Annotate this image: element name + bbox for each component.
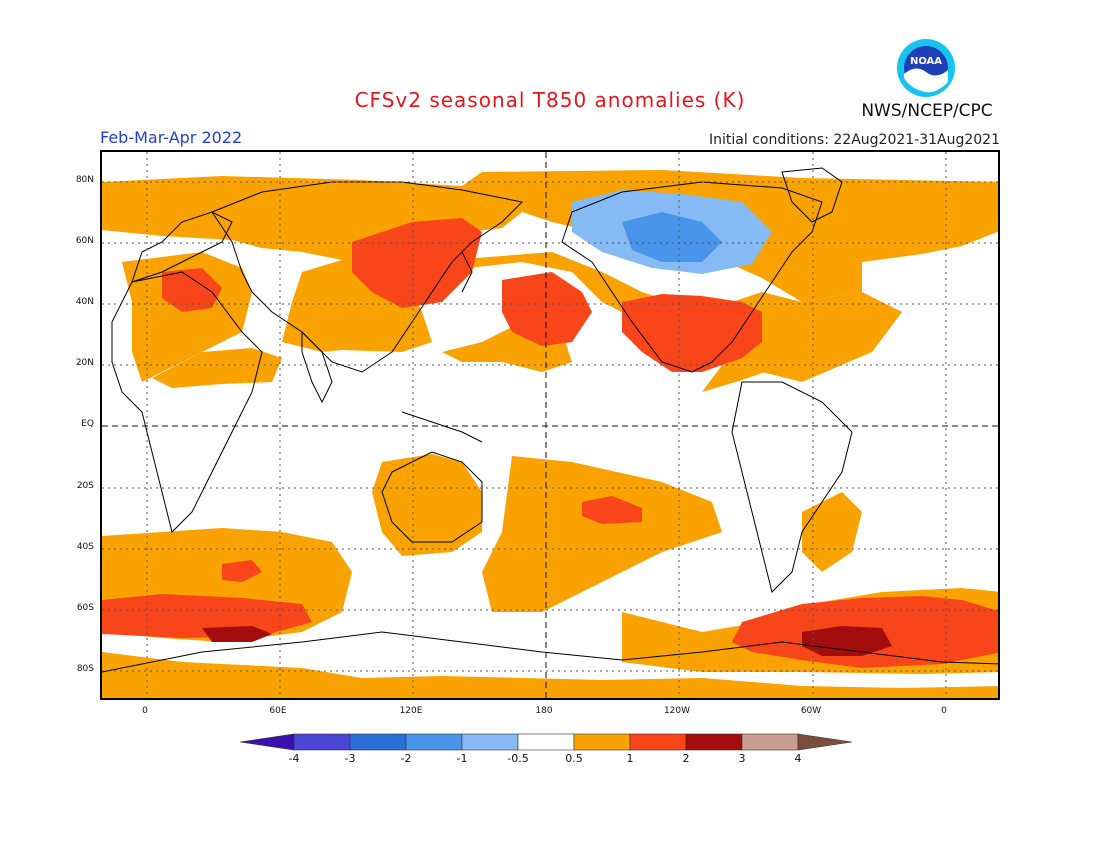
lat-label: 60N xyxy=(75,236,94,246)
colorbar-swatch xyxy=(293,733,351,751)
agency-label: NWS/NCEP/CPC xyxy=(861,101,993,121)
chart-title: CFSv2 seasonal T850 anomalies (K) xyxy=(354,88,746,112)
lat-label: 20S xyxy=(76,481,94,491)
colorbar-swatch-min xyxy=(239,733,295,751)
colorbar-swatch xyxy=(741,733,799,751)
lon-label: 180 xyxy=(535,706,553,716)
anomaly-band-negative xyxy=(572,190,772,274)
initial-conditions-label: Initial conditions: 22Aug2021-31Aug2021 xyxy=(709,132,1000,148)
colorbar-label: -1 xyxy=(456,752,468,765)
anomaly-band-0.5-1 xyxy=(102,170,998,698)
anomaly-band-2-3 xyxy=(202,626,892,656)
colorbar-label: 1 xyxy=(626,752,634,765)
lat-label: 60S xyxy=(76,603,94,613)
colorbar-swatch xyxy=(349,733,407,751)
colorbar-swatch-max xyxy=(797,733,853,751)
colorbar-label: 4 xyxy=(794,752,802,765)
lon-label: 120E xyxy=(399,706,423,716)
colorbar-swatch xyxy=(461,733,519,751)
forecast-period-label: Feb-Mar-Apr 2022 xyxy=(100,128,243,147)
lon-label: 60W xyxy=(800,706,822,716)
lon-label: 0 xyxy=(142,706,148,716)
lat-label: 40S xyxy=(76,542,94,552)
lat-label: 40N xyxy=(75,297,94,307)
coastlines xyxy=(102,167,998,673)
colorbar-swatch xyxy=(685,733,743,751)
lat-label: EQ xyxy=(81,419,94,429)
noaa-logo-text: NOAA xyxy=(910,56,942,67)
colorbar-label: -4 xyxy=(288,752,300,765)
lat-lon-grid xyxy=(102,152,998,698)
lon-label: 120W xyxy=(663,706,691,716)
colorbar-label: -3 xyxy=(344,752,356,765)
colorbar-swatch xyxy=(573,733,631,751)
anomaly-map-canvas xyxy=(102,152,998,698)
lon-label: 60E xyxy=(269,706,287,716)
colorbar-label: -0.5 xyxy=(507,752,529,765)
noaa-logo-icon: NOAA xyxy=(897,39,955,97)
colorbar xyxy=(239,733,853,751)
colorbar-label: 3 xyxy=(738,752,746,765)
lat-label: 80N xyxy=(75,175,94,185)
colorbar-label: 0.5 xyxy=(565,752,583,765)
lat-label: 20N xyxy=(75,358,94,368)
colorbar-swatch xyxy=(517,733,575,751)
colorbar-swatch xyxy=(405,733,463,751)
lon-label: 0 xyxy=(941,706,947,716)
equator-dateline xyxy=(102,152,998,698)
colorbar-label: -2 xyxy=(400,752,412,765)
colorbar-swatch xyxy=(629,733,687,751)
lat-label: 80S xyxy=(76,664,94,674)
anomaly-map xyxy=(100,150,1000,700)
colorbar-label: 2 xyxy=(682,752,690,765)
